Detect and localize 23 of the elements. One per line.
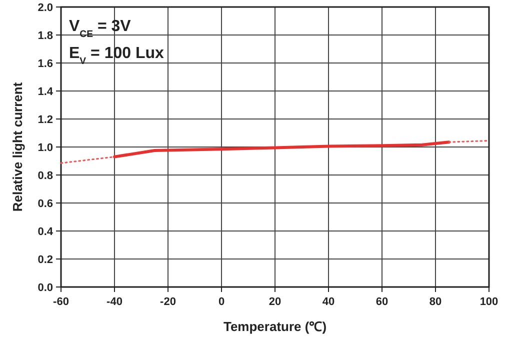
x-tick-label: 0 — [218, 296, 225, 308]
y-tick-label: 1.8 — [38, 30, 53, 42]
line-series — [113, 140, 450, 158]
y-tick-label: 2.0 — [38, 2, 53, 14]
y-tick-label: 0.4 — [38, 226, 54, 238]
y-tick-label: 0.2 — [38, 254, 53, 266]
x-tick-label: -40 — [106, 296, 122, 308]
x-tick-label: 40 — [322, 296, 335, 308]
y-tick-label: 0.6 — [38, 198, 53, 210]
y-tick-label: 1.4 — [38, 86, 54, 98]
x-tick-label: -60 — [53, 296, 69, 308]
x-tick-label: -20 — [160, 296, 176, 308]
x-tick-label: 100 — [480, 296, 498, 308]
y-tick-label: 1.0 — [38, 142, 53, 154]
y-tick-label: 1.6 — [38, 58, 53, 70]
y-tick-label: 1.2 — [38, 114, 53, 126]
y-axis-title: Relative light current — [10, 82, 25, 212]
y-tick-label: 0.0 — [38, 282, 53, 294]
y-tick-label: 0.8 — [38, 170, 53, 182]
x-tick-label: 60 — [376, 296, 388, 308]
x-axis-title: Temperature (℃) — [223, 319, 327, 334]
x-tick-label: 20 — [268, 296, 282, 308]
x-tick-label: 80 — [429, 296, 442, 308]
